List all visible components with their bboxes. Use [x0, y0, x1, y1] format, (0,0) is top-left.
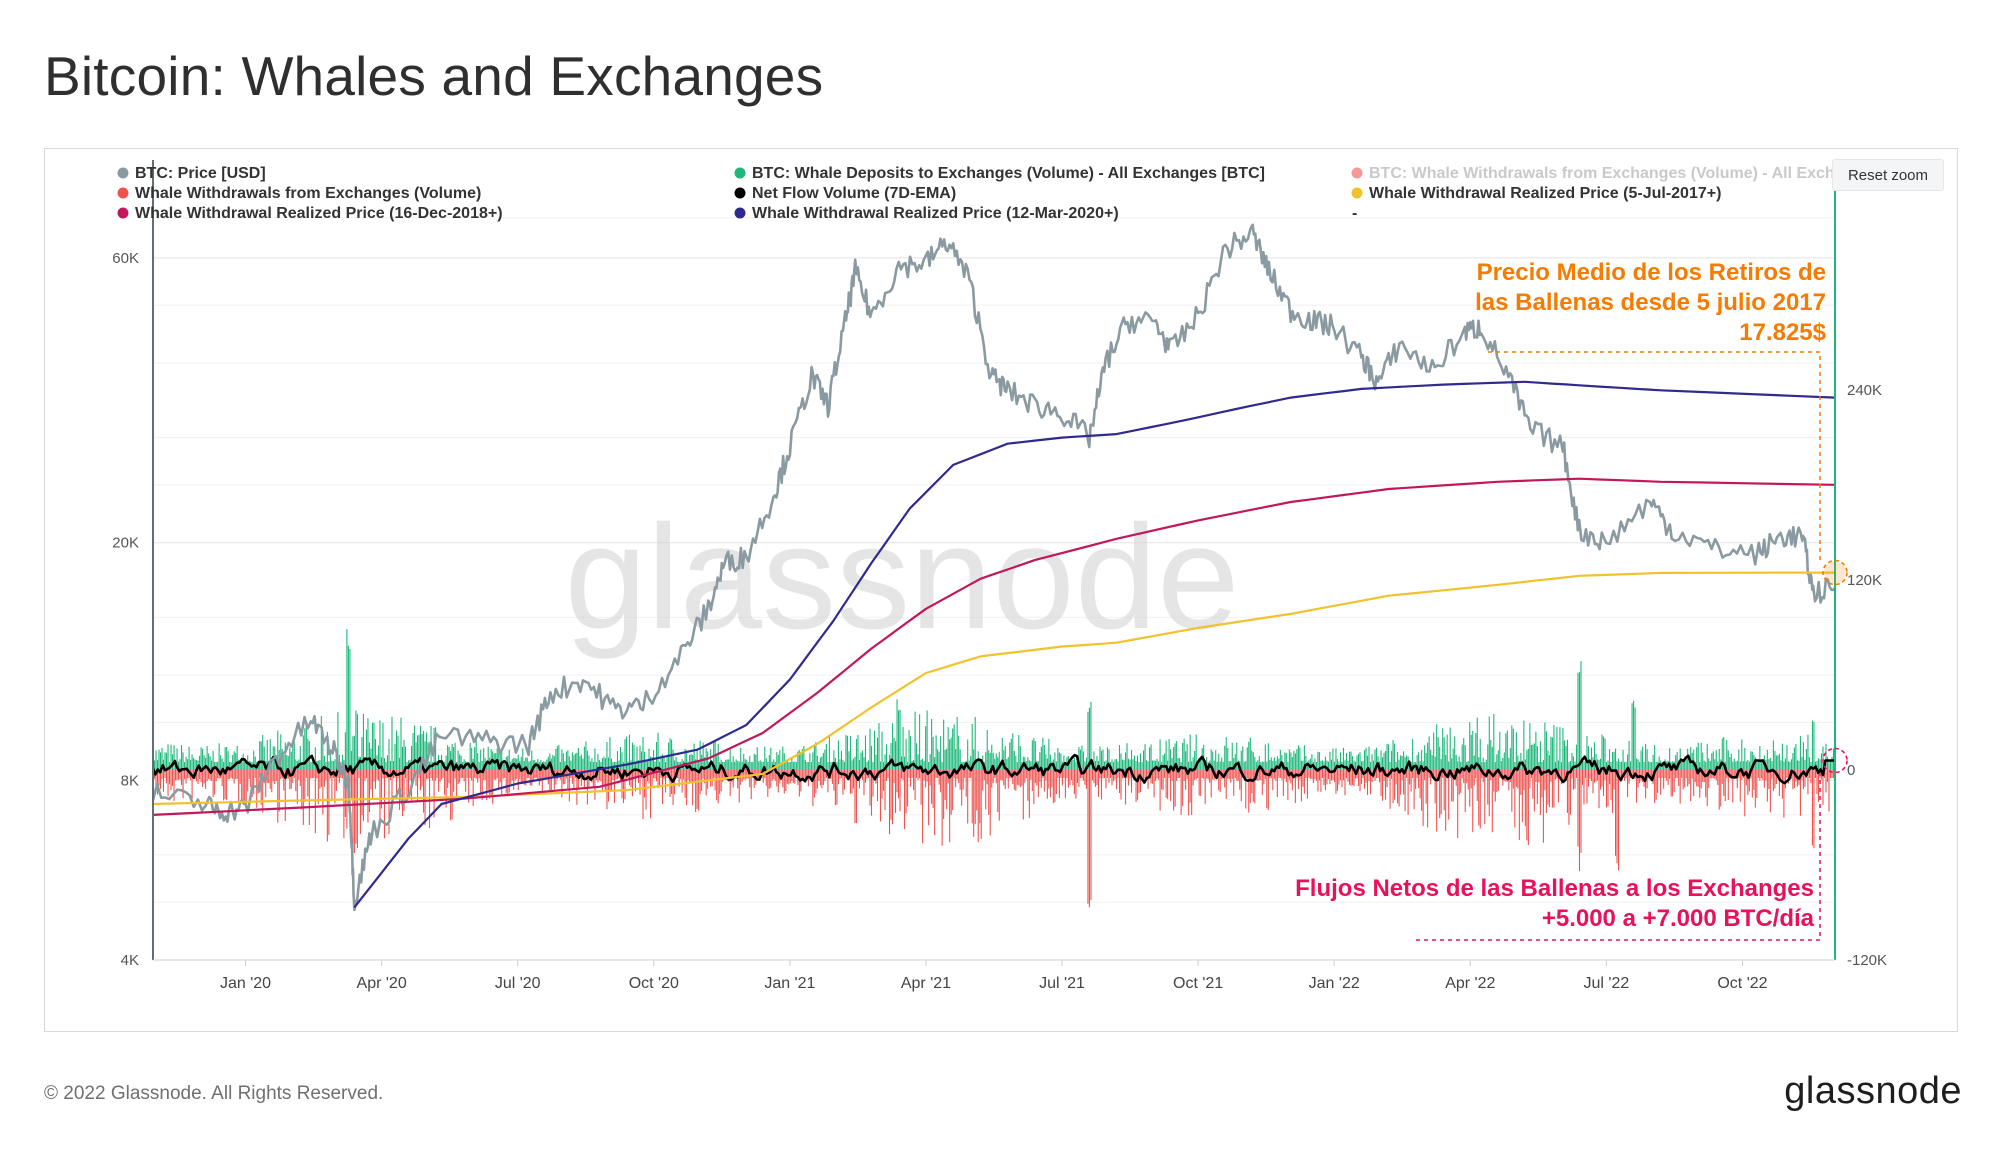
annotation-top-line: Precio Medio de los Retiros de [1477, 259, 1826, 286]
x-tick-label: Jul '21 [1039, 975, 1085, 992]
x-tick-label: Jan '21 [764, 975, 815, 992]
x-tick-label: Jan '20 [220, 975, 271, 992]
footer-copyright: © 2022 Glassnode. All Rights Reserved. [44, 1083, 384, 1104]
left-tick-label: 60K [112, 250, 139, 267]
legend-label: Whale Withdrawal Realized Price (16-Dec-… [135, 205, 503, 222]
left-tick-label: 4K [121, 952, 139, 969]
page-title: Bitcoin: Whales and Exchanges [44, 45, 824, 107]
legend-marker [734, 207, 746, 219]
series-lines [151, 223, 1836, 912]
right-tick-label: -120K [1847, 952, 1887, 969]
x-tick-label: Oct '21 [1173, 975, 1223, 992]
net-flow-ema-line [151, 753, 1835, 785]
annotation-top-line: 17.825$ [1739, 319, 1826, 346]
annotation-top-marker-fill [1824, 561, 1846, 584]
annotations: Precio Medio de los Retiros de las Ballen… [1295, 259, 1848, 941]
legend-marker [1351, 167, 1363, 179]
x-tick-label: Jan '22 [1309, 975, 1360, 992]
left-tick-label: 20K [112, 535, 139, 552]
legend-marker [117, 187, 129, 199]
x-tick-label: Apr '20 [357, 975, 407, 992]
left-tick-label: 8K [121, 772, 139, 789]
reset-zoom-button[interactable]: Reset zoom [1832, 159, 1944, 191]
x-tick-label: Apr '21 [901, 975, 951, 992]
x-tick-label: Jul '22 [1584, 975, 1630, 992]
footer-brand-logo: glassnode [1784, 1070, 1962, 1112]
annotation-top-connector [1488, 351, 1821, 561]
annotation-bottom-line: Flujos Netos de las Ballenas a los Excha… [1295, 875, 1814, 902]
legend-label: Whale Withdrawal Realized Price (5-Jul-2… [1369, 185, 1721, 202]
legend-label: BTC: Price [USD] [135, 165, 266, 182]
x-tick-label: Oct '22 [1717, 975, 1767, 992]
realized-price-2017-line [152, 571, 1835, 806]
annotation-top-marker [1822, 559, 1848, 586]
legend-marker [734, 187, 746, 199]
right-tick-label: 120K [1847, 572, 1882, 589]
annotation-bottom-connector [1416, 772, 1821, 941]
legend-marker [117, 207, 129, 219]
btc-price-line [151, 223, 1836, 912]
x-tick-label: Jul '20 [495, 975, 541, 992]
right-tick-label: 0 [1847, 762, 1855, 779]
axes: 4K 8K 20K 60K -120K 0 120K 240K Jan '20 Apr '20 Ju… [112, 160, 1887, 992]
realized-price-2020-line [353, 380, 1836, 909]
legend-label: - [1352, 205, 1357, 222]
legend-label: Whale Withdrawals from Exchanges (Volume… [135, 185, 481, 202]
annotation-bottom-line: +5.000 a +7.000 BTC/día [1542, 905, 1815, 932]
legend: BTC: Price [USD] BTC: Whale Deposits to E… [117, 165, 1835, 222]
legend-marker [734, 167, 746, 179]
right-tick-label: 240K [1847, 382, 1882, 399]
legend-label: BTC: Whale Withdrawals from Exchanges (V… [1369, 165, 1835, 182]
legend-label: Whale Withdrawal Realized Price (12-Mar-… [752, 205, 1119, 222]
annotation-top-line: las Ballenas desde 5 julio 2017 [1475, 289, 1826, 316]
legend-marker [117, 167, 129, 179]
legend-marker [1351, 187, 1363, 199]
legend-label: BTC: Whale Deposits to Exchanges (Volume… [752, 165, 1265, 182]
realized-price-2018-line [152, 477, 1836, 816]
watermark-text: glassnode [565, 495, 1240, 660]
annotation-bottom-marker [1822, 747, 1848, 774]
x-tick-label: Oct '20 [629, 975, 679, 992]
chart-frame [44, 148, 1958, 1032]
legend-label: Net Flow Volume (7D-EMA) [752, 185, 956, 202]
x-tick-label: Apr '22 [1445, 975, 1495, 992]
